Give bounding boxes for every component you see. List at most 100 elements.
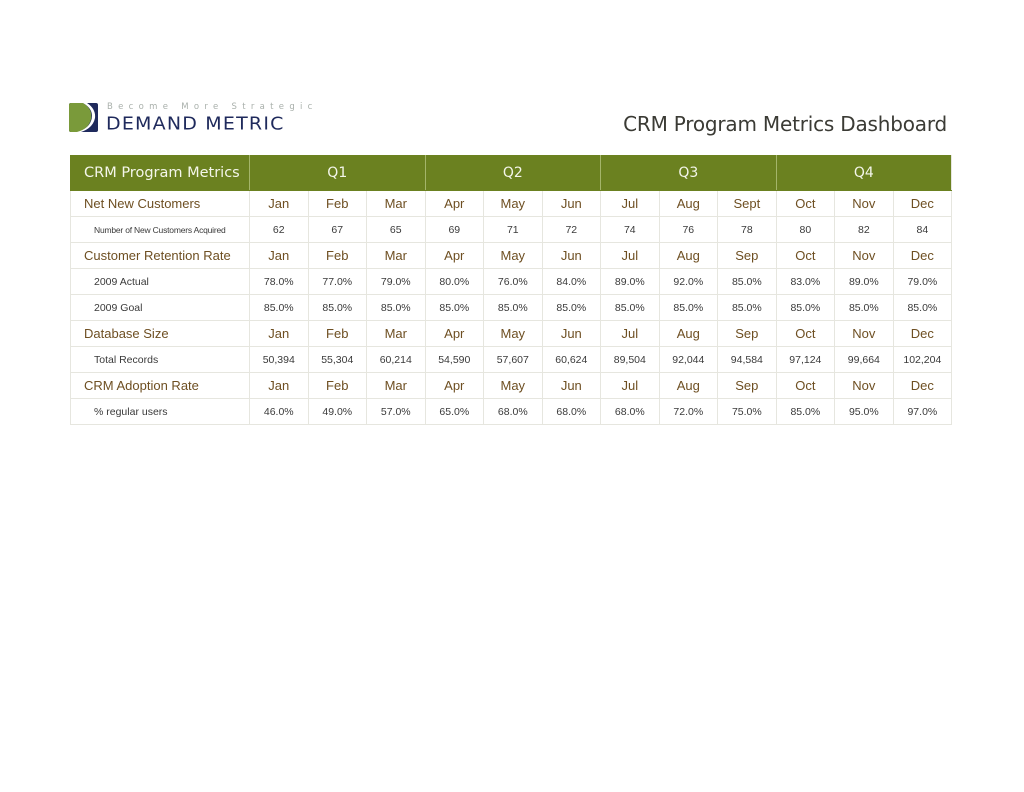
cell-value: 57.0% bbox=[366, 398, 426, 425]
cell-value: 68.0% bbox=[483, 398, 543, 425]
month-label: Sept bbox=[717, 190, 777, 217]
month-label: Nov bbox=[834, 242, 894, 269]
month-label: May bbox=[483, 372, 543, 399]
cell-value: 89.0% bbox=[600, 268, 660, 295]
month-label: Oct bbox=[775, 320, 836, 347]
section-header-row: Database Size Jan Feb Mar Apr May Jun Ju… bbox=[70, 320, 953, 347]
month-label: Sep bbox=[717, 372, 777, 399]
month-label: Jun bbox=[541, 372, 602, 399]
cell-value: 78 bbox=[717, 216, 777, 243]
month-label: Feb bbox=[307, 372, 367, 399]
cell-value: 80 bbox=[775, 216, 836, 243]
row-label: 2009 Goal bbox=[70, 294, 250, 321]
row-label: 2009 Actual bbox=[70, 268, 250, 295]
month-label: May bbox=[483, 190, 543, 217]
cell-value: 83.0% bbox=[775, 268, 836, 295]
cell-value: 72 bbox=[541, 216, 602, 243]
month-label: Feb bbox=[307, 190, 367, 217]
month-label: Aug bbox=[658, 190, 719, 217]
cell-value: 97,124 bbox=[775, 346, 836, 373]
cell-value: 57,607 bbox=[483, 346, 543, 373]
cell-value: 67 bbox=[307, 216, 367, 243]
cell-value: 85.0% bbox=[775, 398, 836, 425]
cell-value: 76.0% bbox=[483, 268, 543, 295]
cell-value: 50,394 bbox=[249, 346, 309, 373]
table-row: 2009 Actual 78.0% 77.0% 79.0% 80.0% 76.0… bbox=[70, 268, 953, 295]
month-label: Aug bbox=[658, 242, 719, 269]
month-label: Jul bbox=[600, 372, 660, 399]
cell-value: 84.0% bbox=[541, 268, 602, 295]
month-label: Jul bbox=[600, 190, 660, 217]
month-label: Nov bbox=[834, 372, 894, 399]
month-label: Jan bbox=[249, 190, 309, 217]
cell-value: 54,590 bbox=[424, 346, 485, 373]
cell-value: 49.0% bbox=[307, 398, 367, 425]
section-title: Net New Customers bbox=[70, 190, 250, 217]
demand-metric-logo: Become More Strategic DEMAND METRIC bbox=[69, 102, 331, 135]
cell-value: 85.0% bbox=[366, 294, 426, 321]
month-label: Mar bbox=[366, 320, 426, 347]
month-label: Mar bbox=[366, 190, 426, 217]
cell-value: 60,624 bbox=[541, 346, 602, 373]
cell-value: 46.0% bbox=[249, 398, 309, 425]
cell-value: 85.0% bbox=[249, 294, 309, 321]
table-body: Net New Customers Jan Feb Mar Apr May Ju… bbox=[70, 190, 953, 425]
cell-value: 71 bbox=[483, 216, 543, 243]
cell-value: 82 bbox=[834, 216, 894, 243]
cell-value: 80.0% bbox=[424, 268, 485, 295]
page-title: CRM Program Metrics Dashboard bbox=[623, 112, 947, 136]
cell-value: 74 bbox=[600, 216, 660, 243]
section-title: CRM Adoption Rate bbox=[70, 372, 250, 399]
section-title: Database Size bbox=[70, 320, 250, 347]
month-label: May bbox=[483, 242, 543, 269]
cell-value: 78.0% bbox=[249, 268, 309, 295]
month-label: Dec bbox=[892, 242, 953, 269]
table-header-label: CRM Program Metrics bbox=[70, 155, 250, 191]
cell-value: 85.0% bbox=[717, 268, 777, 295]
cell-value: 72.0% bbox=[658, 398, 719, 425]
section-header-row: Net New Customers Jan Feb Mar Apr May Ju… bbox=[70, 190, 953, 217]
cell-value: 85.0% bbox=[717, 294, 777, 321]
cell-value: 89.0% bbox=[834, 268, 894, 295]
logo-tagline: Become More Strategic bbox=[107, 102, 318, 112]
cell-value: 89,504 bbox=[600, 346, 660, 373]
cell-value: 69 bbox=[424, 216, 485, 243]
month-label: Jan bbox=[249, 242, 309, 269]
month-label: Nov bbox=[834, 190, 894, 217]
month-label: Jun bbox=[541, 190, 602, 217]
cell-value: 95.0% bbox=[834, 398, 894, 425]
cell-value: 68.0% bbox=[541, 398, 602, 425]
cell-value: 94,584 bbox=[717, 346, 777, 373]
cell-value: 77.0% bbox=[307, 268, 367, 295]
month-label: Dec bbox=[892, 190, 953, 217]
table-row: Total Records 50,394 55,304 60,214 54,59… bbox=[70, 346, 953, 373]
month-label: Jun bbox=[541, 320, 602, 347]
month-label: Aug bbox=[658, 320, 719, 347]
cell-value: 62 bbox=[249, 216, 309, 243]
cell-value: 102,204 bbox=[892, 346, 953, 373]
month-label: Jul bbox=[600, 242, 660, 269]
cell-value: 85.0% bbox=[483, 294, 543, 321]
cell-value: 84 bbox=[892, 216, 953, 243]
cell-value: 85.0% bbox=[775, 294, 836, 321]
cell-value: 65.0% bbox=[424, 398, 485, 425]
table-row: % regular users 46.0% 49.0% 57.0% 65.0% … bbox=[70, 398, 953, 425]
month-label: Oct bbox=[775, 190, 836, 217]
month-label: Mar bbox=[366, 372, 426, 399]
quarter-header-q4: Q4 bbox=[775, 155, 953, 191]
month-label: Dec bbox=[892, 372, 953, 399]
month-label: Mar bbox=[366, 242, 426, 269]
month-label: Apr bbox=[424, 320, 485, 347]
cell-value: 68.0% bbox=[600, 398, 660, 425]
cell-value: 85.0% bbox=[658, 294, 719, 321]
table-row: 2009 Goal 85.0% 85.0% 85.0% 85.0% 85.0% … bbox=[70, 294, 953, 321]
cell-value: 79.0% bbox=[366, 268, 426, 295]
cell-value: 85.0% bbox=[600, 294, 660, 321]
row-label: Total Records bbox=[70, 346, 250, 373]
cell-value: 65 bbox=[366, 216, 426, 243]
section-title: Customer Retention Rate bbox=[70, 242, 250, 269]
quarter-header-q2: Q2 bbox=[424, 155, 602, 191]
logo-wordmark: DEMAND METRIC bbox=[106, 114, 285, 135]
cell-value: 85.0% bbox=[834, 294, 894, 321]
row-label: % regular users bbox=[70, 398, 250, 425]
